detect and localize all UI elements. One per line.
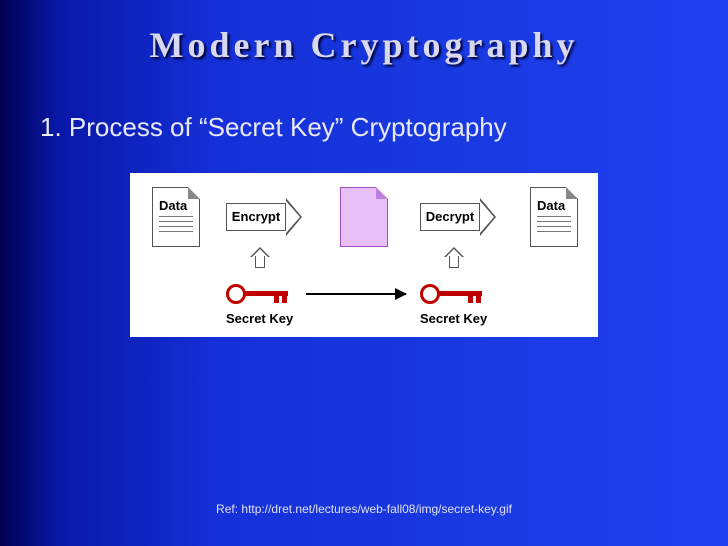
key1-up-arrow-icon (250, 247, 270, 269)
secret-key-left-icon (226, 281, 298, 307)
key2-up-arrow-icon (444, 247, 464, 269)
encrypted-document-icon (340, 187, 388, 247)
slide-subtitle: 1. Process of “Secret Key” Cryptography (40, 112, 728, 143)
secret-key-diagram: Data Encrypt Decrypt Data (130, 173, 598, 337)
reference-citation: Ref: http://dret.net/lectures/web-fall08… (0, 502, 728, 516)
data-in-label: Data (159, 198, 187, 213)
data-out-document-icon: Data (530, 187, 578, 247)
secret-key-right-label: Secret Key (420, 311, 487, 326)
slide-title: Modern Cryptography (0, 0, 728, 66)
decrypt-process-arrow: Decrypt (420, 203, 496, 231)
encrypt-label: Encrypt (226, 203, 286, 231)
diagram-container: Data Encrypt Decrypt Data (0, 173, 728, 337)
secret-key-right-icon (420, 281, 492, 307)
encrypt-process-arrow: Encrypt (226, 203, 302, 231)
data-in-document-icon: Data (152, 187, 200, 247)
decrypt-label: Decrypt (420, 203, 480, 231)
key-transfer-arrow-icon (306, 293, 406, 295)
data-out-label: Data (537, 198, 565, 213)
secret-key-left-label: Secret Key (226, 311, 293, 326)
